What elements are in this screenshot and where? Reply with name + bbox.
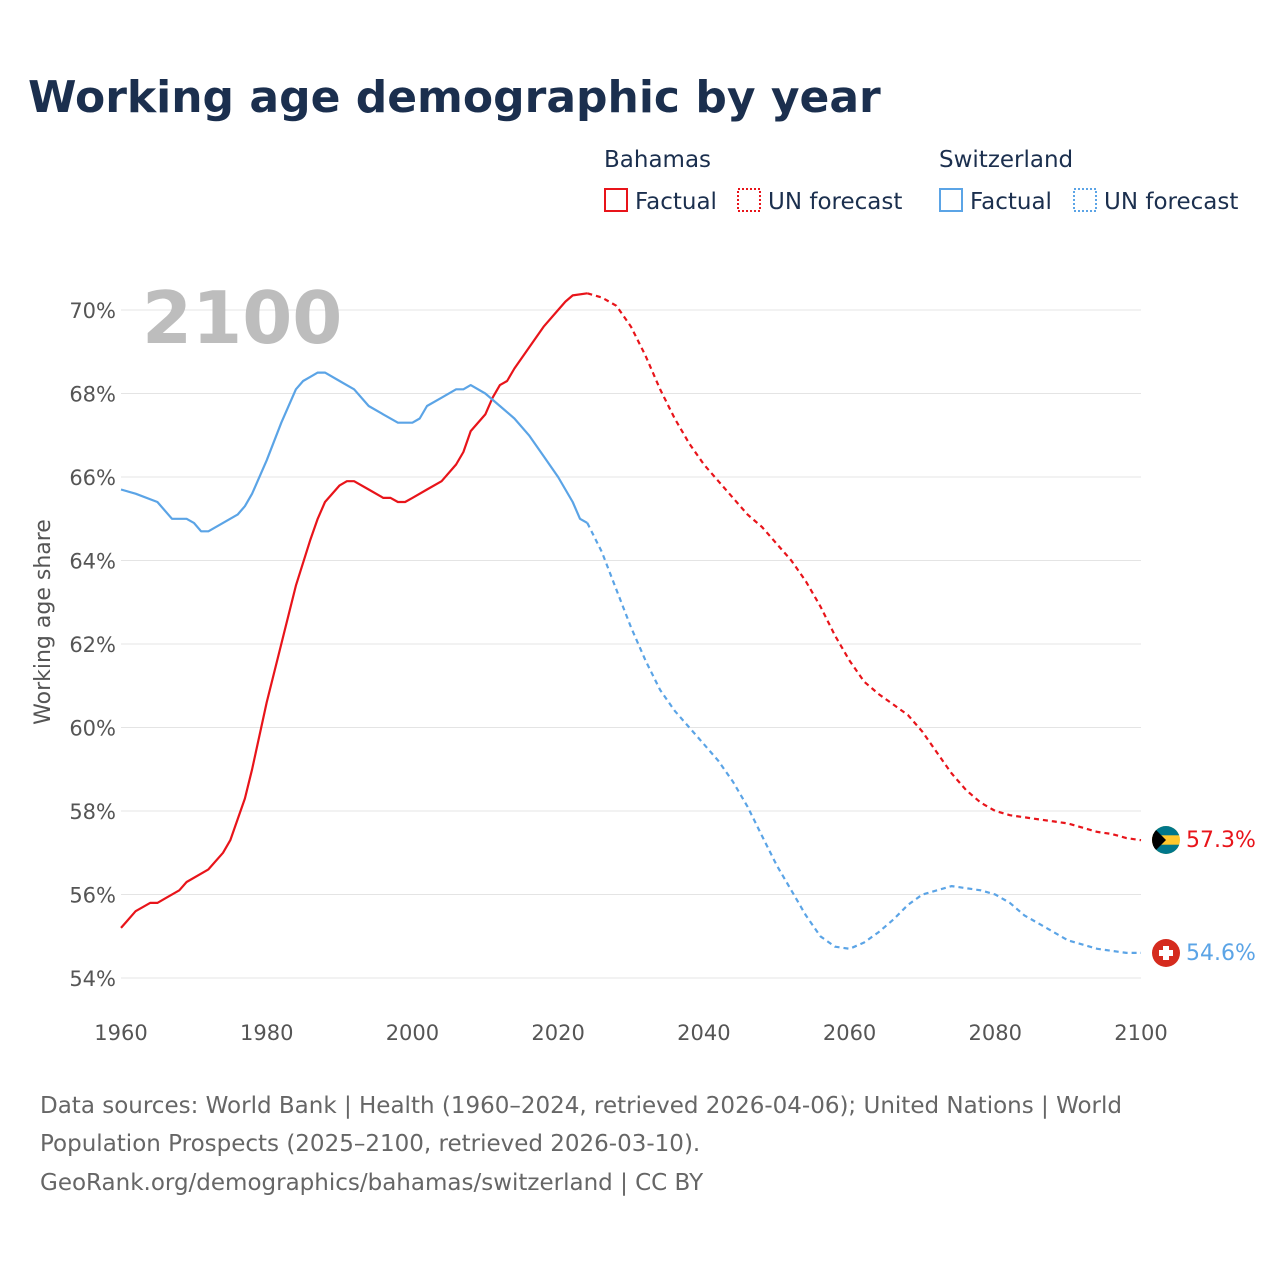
source-line-2: Population Prospects (2025–2100, retriev…	[40, 1131, 700, 1157]
x-tick-label: 1960	[94, 1021, 147, 1045]
y-tick-label: 60%	[69, 717, 116, 741]
x-tick-label: 2100	[1114, 1021, 1167, 1045]
y-tick-label: 68%	[69, 383, 116, 407]
legend-label-bahamas-forecast[interactable]: UN forecast	[768, 189, 902, 215]
legend-swatch-switzerland-factual	[939, 188, 963, 212]
legend-label-switzerland-forecast[interactable]: UN forecast	[1104, 189, 1238, 215]
bahamas-factual-line[interactable]	[120, 292, 588, 929]
legend-swatch-bahamas-factual	[604, 188, 628, 212]
source-line-3[interactable]: GeoRank.org/demographics/bahamas/switzer…	[40, 1170, 704, 1196]
x-tick-label: 1980	[240, 1021, 293, 1045]
y-tick-label: 56%	[69, 884, 116, 908]
y-axis-label: Working age share	[31, 519, 56, 725]
x-tick-label: 2000	[386, 1021, 439, 1045]
legend-group-bahamas: Bahamas	[604, 147, 711, 173]
y-tick-label: 70%	[69, 299, 116, 323]
legend-swatch-switzerland-forecast	[1073, 188, 1097, 212]
y-tick-label: 66%	[69, 466, 116, 490]
series-lines	[120, 292, 1142, 955]
switzerland-forecast-line[interactable]	[586, 522, 1141, 955]
x-tick-label: 2040	[677, 1021, 730, 1045]
y-axis-ticks: 54% 56% 58% 60% 62% 64% 66% 68% 70%	[69, 299, 116, 991]
end-label-switzerland: 54.6%	[1186, 941, 1256, 966]
x-tick-label: 2080	[969, 1021, 1022, 1045]
end-label-bahamas: 57.3%	[1186, 828, 1256, 853]
y-tick-label: 54%	[69, 967, 116, 991]
bahamas-flag-icon	[1152, 826, 1180, 854]
grid	[121, 309, 1141, 979]
legend-label-bahamas-factual[interactable]: Factual	[635, 189, 717, 215]
bahamas-forecast-line[interactable]	[586, 292, 1142, 842]
legend-group-switzerland: Switzerland	[939, 147, 1073, 173]
legend: Bahamas Factual UN forecast Switzerland …	[604, 147, 1238, 215]
year-watermark: 2100	[142, 276, 342, 360]
switzerland-flag-icon	[1152, 939, 1180, 967]
source-line-1: Data sources: World Bank | Health (1960–…	[40, 1093, 1122, 1119]
legend-label-switzerland-factual[interactable]: Factual	[970, 189, 1052, 215]
y-tick-label: 62%	[69, 633, 116, 657]
y-tick-label: 58%	[69, 800, 116, 824]
x-tick-label: 2020	[531, 1021, 584, 1045]
chart-title: Working age demographic by year	[28, 72, 881, 123]
switzerland-factual-line[interactable]	[120, 371, 588, 533]
x-axis-ticks: 1960 1980 2000 2020 2040 2060 2080 2100	[94, 1021, 1167, 1045]
legend-swatch-bahamas-forecast	[737, 188, 761, 212]
x-tick-label: 2060	[823, 1021, 876, 1045]
y-tick-label: 64%	[69, 550, 116, 574]
